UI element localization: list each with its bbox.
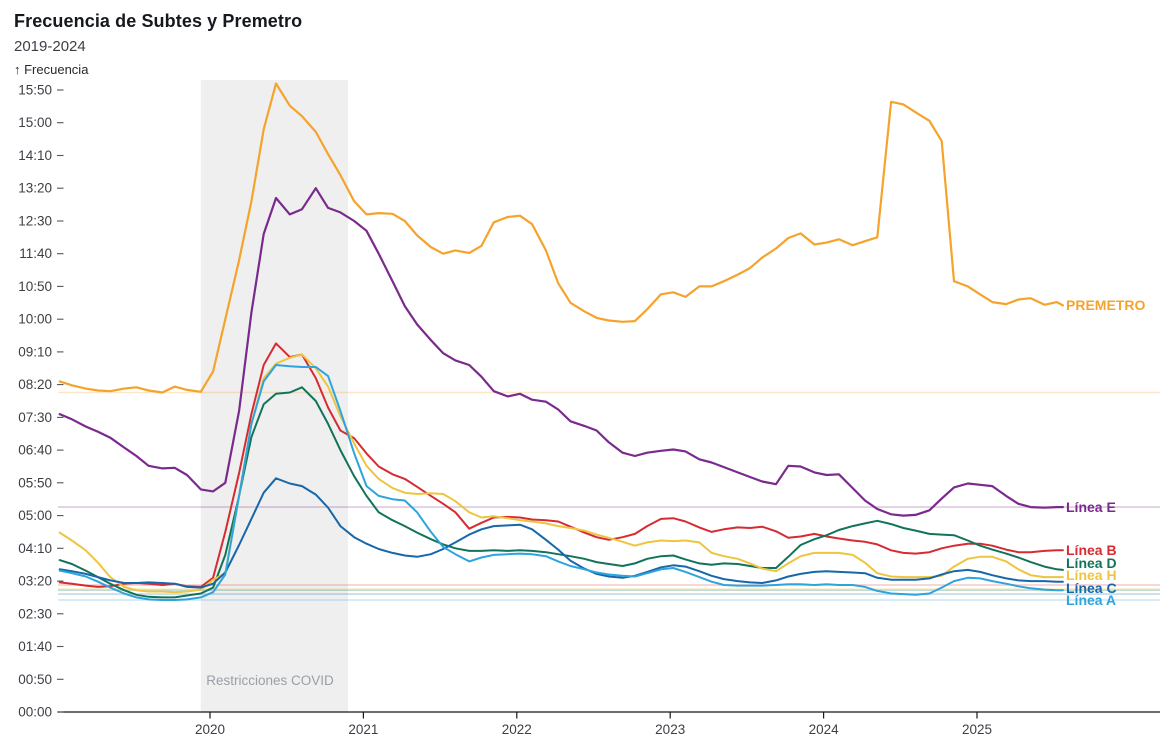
y-tick-label: 12:30 xyxy=(18,214,52,229)
x-tick-label: 2020 xyxy=(195,722,225,737)
y-tick-label: 06:40 xyxy=(18,443,52,458)
series-line-linea-a xyxy=(58,364,1064,601)
y-axis-label: ↑ Frecuencia xyxy=(14,62,89,77)
y-tick-label: 14:10 xyxy=(18,148,52,163)
series-line-linea-e xyxy=(58,187,1065,517)
y-tick-label: 04:10 xyxy=(18,541,52,556)
series-line-premetro xyxy=(58,82,1065,394)
page-title: Frecuencia de Subtes y Premetro xyxy=(14,11,303,31)
covid-band-label: Restricciones COVID xyxy=(206,673,334,688)
y-tick-label: 05:50 xyxy=(18,475,52,490)
y-tick-label: 15:00 xyxy=(18,115,52,130)
y-tick-label: 10:00 xyxy=(18,312,52,327)
y-tick-label: 08:20 xyxy=(18,377,52,392)
x-tick-label: 2021 xyxy=(348,722,378,737)
y-tick-label: 00:50 xyxy=(18,672,52,687)
series-label-linea-e: Línea E xyxy=(1066,499,1116,515)
y-tick-label: 02:30 xyxy=(18,606,52,621)
x-tick-label: 2022 xyxy=(502,722,532,737)
y-tick-label: 13:20 xyxy=(18,181,52,196)
chart-subtitle: 2019-2024 xyxy=(14,38,86,55)
x-tick-label: 2023 xyxy=(655,722,685,737)
x-tick-label: 2025 xyxy=(962,722,992,737)
series-label-linea-a: Línea A xyxy=(1066,592,1116,608)
series-label-linea-d: Línea D xyxy=(1066,555,1117,571)
series-line-linea-b xyxy=(58,342,1064,588)
series-label-linea-b: Línea B xyxy=(1066,542,1117,558)
series-label-premetro: PREMETRO xyxy=(1066,297,1145,313)
y-tick-label: 00:00 xyxy=(18,705,52,720)
y-tick-label: 11:40 xyxy=(19,246,52,261)
y-tick-label: 15:50 xyxy=(18,83,52,98)
y-tick-label: 10:50 xyxy=(18,279,52,294)
y-tick-label: 05:00 xyxy=(18,508,52,523)
y-tick-label: 01:40 xyxy=(18,639,52,654)
series-label-linea-h: Línea H xyxy=(1066,567,1117,583)
y-tick-label: 03:20 xyxy=(18,574,52,589)
x-tick-label: 2024 xyxy=(809,722,840,737)
series-label-linea-c: Línea C xyxy=(1066,580,1117,596)
series-line-linea-c xyxy=(58,477,1064,589)
y-tick-label: 09:10 xyxy=(18,344,52,359)
y-tick-label: 07:30 xyxy=(18,410,52,425)
